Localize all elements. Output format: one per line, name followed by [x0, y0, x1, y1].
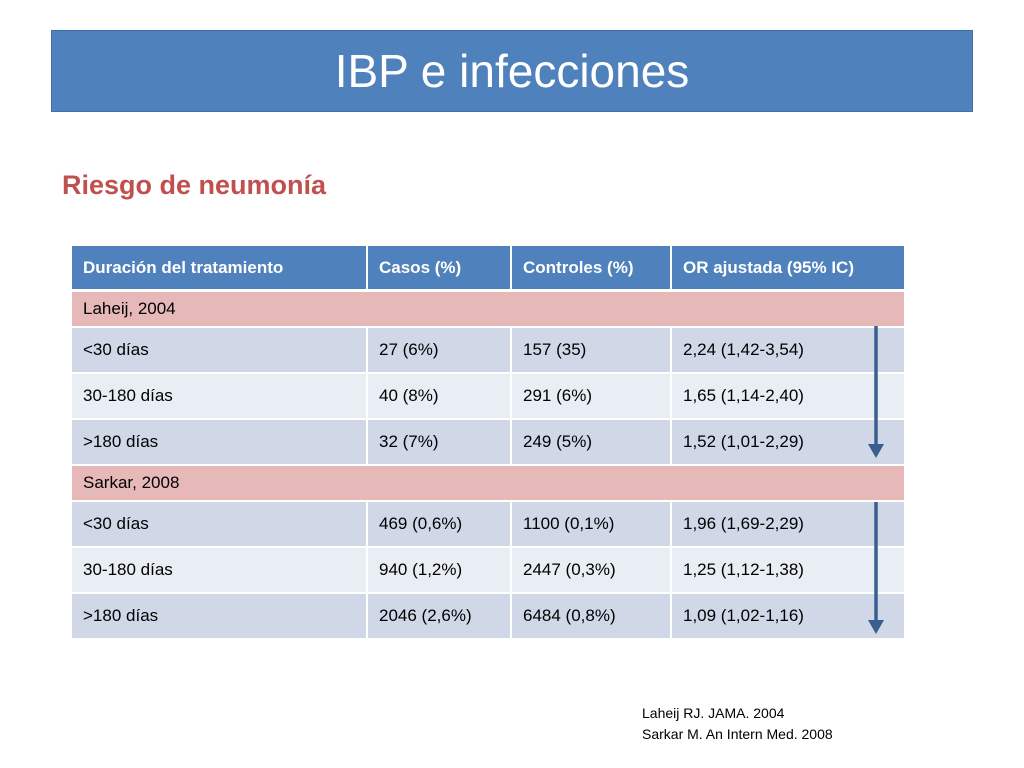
cell-adjusted-or: 1,65 (1,14-2,40) [672, 374, 904, 420]
cell-adjusted-or: 1,25 (1,12-1,38) [672, 548, 904, 594]
header-duration: Duración del tratamiento [72, 246, 368, 292]
cell-controls: 291 (6%) [512, 374, 672, 420]
table-header-row: Duración del tratamiento Casos (%) Contr… [72, 246, 904, 292]
cell-duration: 30-180 días [72, 374, 368, 420]
cell-controls: 6484 (0,8%) [512, 594, 672, 640]
slide-title: IBP e infecciones [334, 45, 690, 97]
down-arrow-icon [868, 502, 884, 634]
reference-laheij: Laheij RJ. JAMA. 2004 [642, 705, 785, 721]
table-row: <30 días 27 (6%) 157 (35) 2,24 (1,42-3,5… [72, 328, 904, 374]
cell-controls: 1100 (0,1%) [512, 502, 672, 548]
cell-cases: 469 (0,6%) [368, 502, 512, 548]
slide-subtitle: Riesgo de neumonía [62, 170, 327, 200]
header-adjusted-or: OR ajustada (95% IC) [672, 246, 904, 292]
cell-adjusted-or: 1,09 (1,02-1,16) [672, 594, 904, 640]
table-row: <30 días 469 (0,6%) 1100 (0,1%) 1,96 (1,… [72, 502, 904, 548]
cell-duration: <30 días [72, 502, 368, 548]
cell-cases: 27 (6%) [368, 328, 512, 374]
table-row: 30-180 días 940 (1,2%) 2447 (0,3%) 1,25 … [72, 548, 904, 594]
cell-duration: >180 días [72, 420, 368, 466]
cell-duration: 30-180 días [72, 548, 368, 594]
group-label: Laheij, 2004 [72, 292, 904, 328]
references: Laheij RJ. JAMA. 2004 Sarkar M. An Inter… [642, 703, 833, 745]
group-row-sarkar: Sarkar, 2008 [72, 466, 904, 502]
cell-adjusted-or: 1,96 (1,69-2,29) [672, 502, 904, 548]
title-banner: IBP e infecciones [51, 30, 973, 112]
cell-controls: 2447 (0,3%) [512, 548, 672, 594]
table-row: >180 días 2046 (2,6%) 6484 (0,8%) 1,09 (… [72, 594, 904, 640]
pneumonia-risk-table: Duración del tratamiento Casos (%) Contr… [72, 246, 904, 640]
reference-sarkar: Sarkar M. An Intern Med. 2008 [642, 726, 833, 742]
cell-cases: 32 (7%) [368, 420, 512, 466]
group-row-laheij: Laheij, 2004 [72, 292, 904, 328]
group-label: Sarkar, 2008 [72, 466, 904, 502]
cell-adjusted-or: 2,24 (1,42-3,54) [672, 328, 904, 374]
cell-cases: 940 (1,2%) [368, 548, 512, 594]
cell-cases: 40 (8%) [368, 374, 512, 420]
down-arrow-icon [868, 326, 884, 458]
header-controls: Controles (%) [512, 246, 672, 292]
table-row: 30-180 días 40 (8%) 291 (6%) 1,65 (1,14-… [72, 374, 904, 420]
cell-duration: <30 días [72, 328, 368, 374]
cell-duration: >180 días [72, 594, 368, 640]
cell-cases: 2046 (2,6%) [368, 594, 512, 640]
cell-adjusted-or: 1,52 (1,01-2,29) [672, 420, 904, 466]
cell-controls: 249 (5%) [512, 420, 672, 466]
cell-controls: 157 (35) [512, 328, 672, 374]
header-cases: Casos (%) [368, 246, 512, 292]
table-row: >180 días 32 (7%) 249 (5%) 1,52 (1,01-2,… [72, 420, 904, 466]
